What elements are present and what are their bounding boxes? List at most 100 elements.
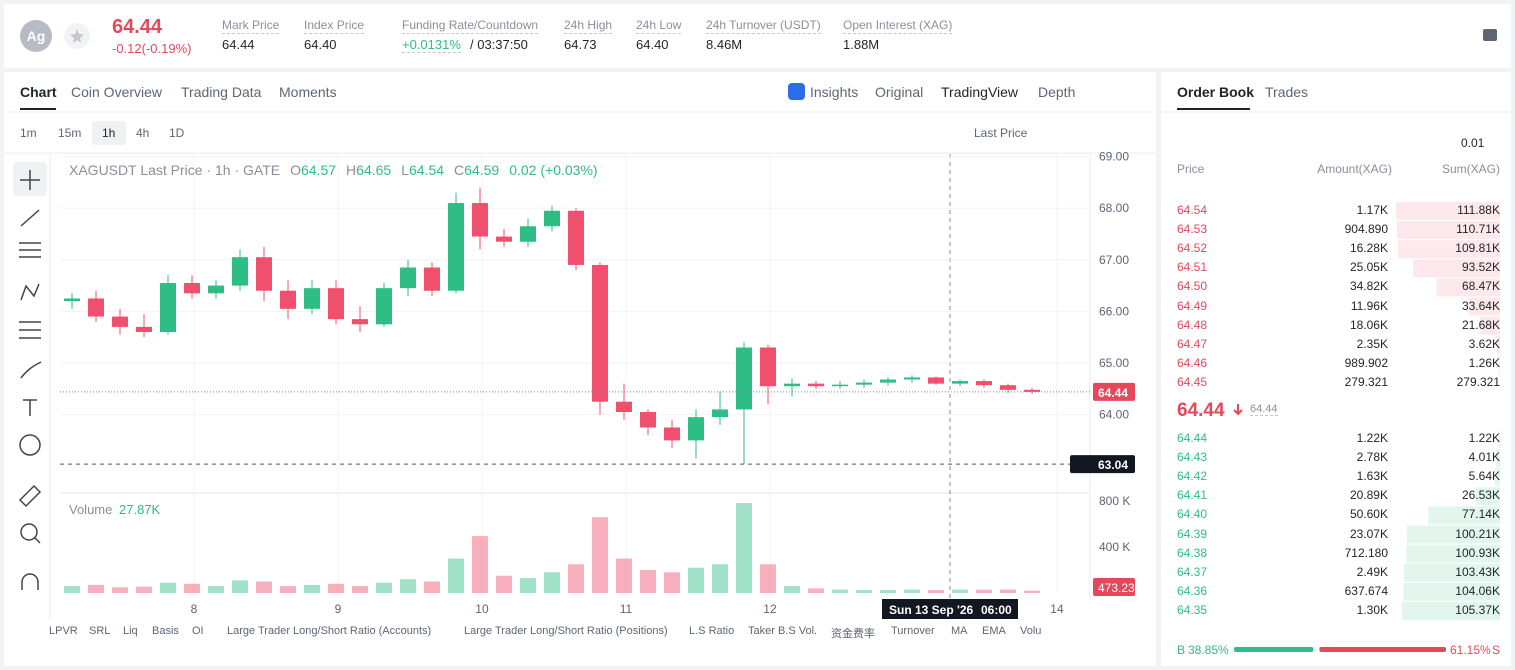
view-tab[interactable]: Insights [810, 84, 859, 100]
settings-icon[interactable] [1483, 29, 1497, 41]
view-tab[interactable]: Original [875, 84, 924, 100]
book-amount: 712.180 [1344, 545, 1388, 560]
interval-button[interactable]: 15m [58, 126, 82, 140]
book-price: 64.50 [1177, 279, 1208, 294]
book-amount: 904.890 [1344, 222, 1388, 237]
candle-body [543, 210, 560, 227]
volume-bar [87, 584, 104, 593]
book-amount: 989.902 [1344, 355, 1388, 370]
indicator-button[interactable]: L.S Ratio [689, 625, 735, 637]
order-book-tab[interactable]: Order Book [1177, 84, 1255, 100]
book-amount: 11.96K [1350, 298, 1388, 313]
chart-tab[interactable]: Trading Data [181, 84, 262, 100]
candle-body [903, 377, 920, 380]
candle-body [63, 298, 80, 302]
candle-body [255, 257, 272, 291]
book-amount: 1.17K [1356, 203, 1388, 217]
book-amount: 34.82K [1349, 279, 1388, 294]
volume-bar [543, 572, 560, 593]
depth-bar [1498, 354, 1500, 373]
trades-tab[interactable]: Trades [1265, 84, 1309, 100]
interval-button[interactable]: 1D [169, 126, 185, 140]
ohlc-key: O [290, 162, 301, 178]
ohlc-value: 64.65 [356, 162, 392, 178]
candle-body [327, 288, 344, 320]
stat-value: 64.40 [304, 37, 337, 52]
candle-body [999, 385, 1016, 390]
book-amount: 18.06K [1349, 317, 1388, 332]
depth-bar [1475, 487, 1500, 506]
interval-button[interactable]: 1m [20, 126, 37, 140]
candle-body [279, 290, 296, 309]
volume-bar [207, 586, 224, 593]
price-source[interactable]: Last Price [974, 126, 1028, 140]
volume-value: 27.87K [119, 502, 161, 517]
indicator-button[interactable]: Volu [1020, 625, 1042, 637]
depth-bar [1496, 449, 1500, 468]
indicator-button[interactable]: Taker B.S Vol. [748, 625, 818, 637]
book-price: 64.54 [1177, 203, 1208, 217]
book-sum: 100.21K [1455, 526, 1500, 541]
volume-bar [759, 564, 776, 593]
depth-bar [1496, 335, 1500, 354]
book-sum: 111.88K [1457, 203, 1500, 217]
funding-countdown: / 03:37:50 [470, 37, 528, 52]
indicator-button[interactable]: Turnover [891, 625, 935, 637]
volume-bar [471, 536, 488, 593]
indicator-button[interactable]: 资金费率 [831, 628, 875, 640]
book-amount: 16.28K [1349, 241, 1388, 256]
volume-bar [999, 589, 1016, 593]
x-tick-label: 12 [763, 602, 777, 616]
indicator-button[interactable]: Liq [123, 625, 138, 637]
volume-bar [159, 582, 176, 593]
book-sum: 109.81K [1455, 241, 1500, 256]
candle-body [927, 377, 944, 384]
indicator-button[interactable]: LPVR [49, 625, 78, 637]
book-amount: 50.60K [1349, 507, 1388, 522]
interval-button[interactable]: 1h [102, 126, 116, 140]
view-tab[interactable]: TradingView [941, 84, 1019, 100]
chart-tab[interactable]: Moments [279, 84, 337, 100]
book-price: 64.42 [1177, 469, 1208, 484]
precision-select[interactable]: 0.01 [1461, 136, 1485, 150]
header-bar [4, 4, 1511, 68]
depth-bar [1468, 297, 1500, 316]
book-sum: 279.321 [1456, 374, 1500, 389]
down-arrow [1233, 404, 1243, 416]
chart-tab[interactable]: Coin Overview [71, 84, 163, 100]
active-interval-bg [92, 121, 126, 145]
depth-bar [1402, 601, 1500, 620]
volume-bar [831, 589, 848, 593]
indicator-button[interactable]: SRL [89, 625, 111, 637]
volume-tick-label: 400 K [1099, 540, 1130, 554]
volume-bar [927, 590, 944, 593]
indicator-button[interactable]: Large Trader Long/Short Ratio (Positions… [464, 625, 668, 637]
interval-button[interactable]: 4h [136, 126, 150, 140]
view-tab[interactable]: Depth [1038, 84, 1076, 100]
stat-value: 64.40 [636, 37, 669, 52]
stat-value: 1.88M [843, 37, 880, 52]
indicator-button[interactable]: Large Trader Long/Short Ratio (Accounts) [227, 625, 432, 637]
volume-bar [519, 578, 536, 593]
book-amount: 1.63K [1356, 469, 1388, 484]
book-price: 64.47 [1177, 336, 1208, 351]
book-sum: 105.37K [1455, 602, 1500, 617]
depth-bar [1403, 582, 1500, 601]
chart-tab[interactable]: Chart [20, 84, 57, 100]
stat-value: 64.44 [222, 37, 255, 52]
candle-body [639, 412, 656, 428]
candle-body [423, 267, 440, 291]
indicator-button[interactable]: Basis [152, 625, 179, 637]
indicator-button[interactable]: OI [192, 625, 204, 637]
indicator-button[interactable]: EMA [982, 625, 1006, 637]
volume-bar [735, 503, 752, 593]
x-tick-label: 11 [620, 602, 633, 616]
legend-title: XAGUSDT Last Price · 1h · GATE [69, 162, 281, 178]
candle-body [735, 347, 752, 410]
indicator-button[interactable]: MA [951, 625, 968, 637]
chart-legend: XAGUSDT Last Price · 1h · GATE O 64.57 H 64.… [69, 162, 598, 178]
book-sum: 103.43K [1455, 564, 1500, 579]
candle-body [687, 417, 704, 441]
book-amount: 2.35K [1356, 336, 1388, 351]
